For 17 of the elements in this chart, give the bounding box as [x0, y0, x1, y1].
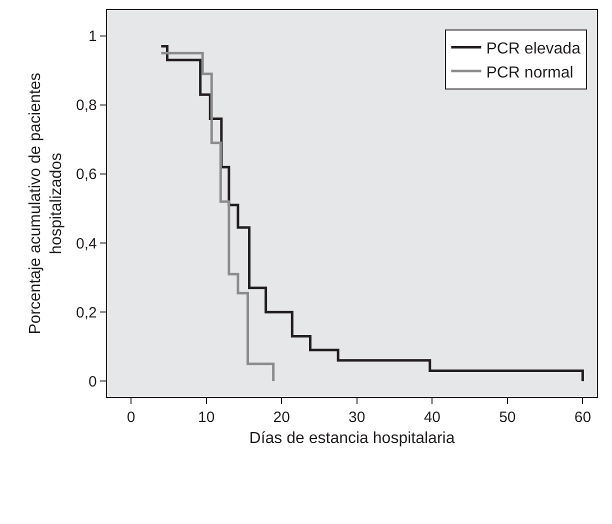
x-tick-label: 20: [273, 409, 290, 426]
legend-label: PCR normal: [486, 64, 574, 82]
x-axis-title: Días de estancia hospitalaria: [249, 430, 455, 447]
x-tick-label: 60: [574, 409, 592, 426]
y-axis-title: Porcentaje acumulativo de pacientes hospitalizados: [27, 72, 65, 334]
y-tick-label: 0,4: [76, 235, 97, 252]
y-tick-label: 0: [88, 373, 97, 390]
x-tick-label: 40: [424, 409, 441, 426]
x-tick-label: 50: [499, 409, 516, 426]
x-tick-label: 0: [126, 409, 136, 426]
y-tick-label: 0,6: [76, 166, 97, 184]
y-tick-label: 0,2: [76, 304, 97, 322]
y-tick-label: 1: [88, 28, 97, 46]
x-tick-label: 30: [348, 409, 366, 426]
x-tick-label: 10: [198, 409, 215, 426]
legend-label: PCR elevada: [486, 40, 581, 58]
y-tick-label: 0,8: [76, 97, 97, 114]
